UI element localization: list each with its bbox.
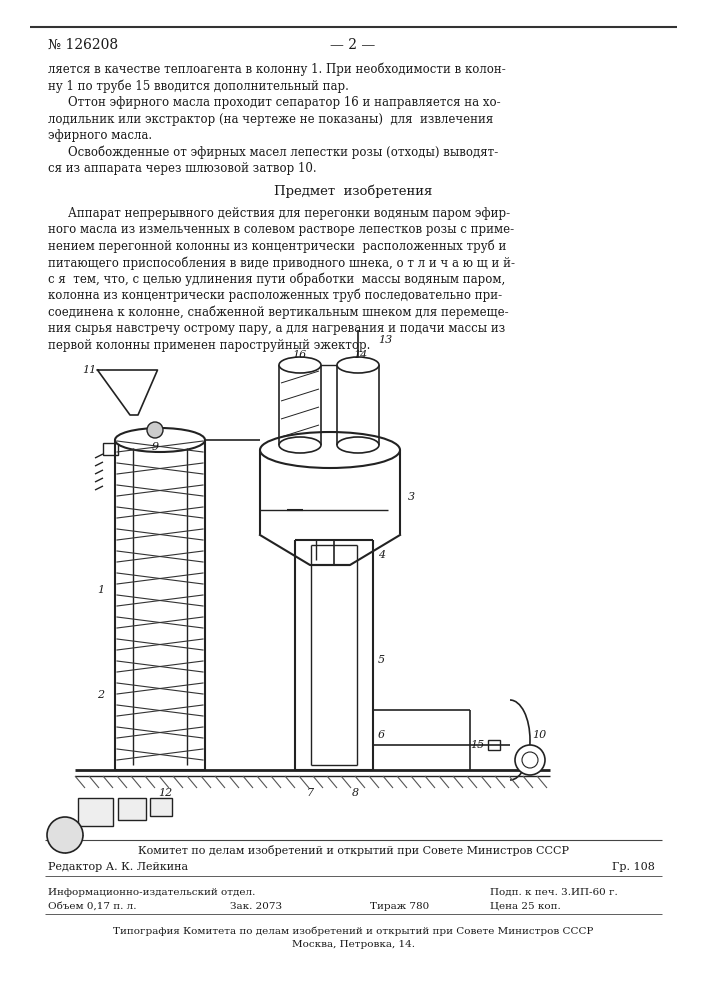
Text: 1: 1: [97, 585, 104, 595]
Bar: [118, 798, 146, 820]
Bar: [488, 740, 500, 750]
Text: 12: 12: [158, 788, 172, 798]
Text: первой колонны применен пароструйный эжектор.: первой колонны применен пароструйный эже…: [48, 338, 370, 352]
Text: Информационно-издательский отдел.: Информационно-издательский отдел.: [48, 888, 255, 897]
Text: 11: 11: [83, 365, 97, 375]
Text: нением перегонной колонны из концентрически  расположенных труб и: нением перегонной колонны из концентриче…: [48, 239, 506, 253]
Text: 15: 15: [470, 740, 484, 750]
Text: Тираж 780: Тираж 780: [370, 902, 429, 911]
Text: ния сырья навстречу острому пару, а для нагревания и подачи массы из: ния сырья навстречу острому пару, а для …: [48, 322, 506, 335]
Ellipse shape: [279, 357, 321, 373]
Ellipse shape: [115, 428, 205, 452]
Text: Комитет по делам изобретений и открытий при Совете Министров СССР: Комитет по делам изобретений и открытий …: [137, 845, 568, 856]
Circle shape: [147, 422, 163, 438]
Text: 5: 5: [378, 655, 385, 665]
Text: ляется в качестве теплоагента в колонну 1. При необходимости в колон-: ляется в качестве теплоагента в колонну …: [48, 63, 506, 77]
Text: Предмет  изобретения: Предмет изобретения: [274, 184, 432, 198]
Circle shape: [47, 817, 83, 853]
Text: Освобожденные от эфирных масел лепестки розы (отходы) выводят-: Освобожденные от эфирных масел лепестки …: [68, 145, 498, 159]
Text: Аппарат непрерывного действия для перегонки водяным паром эфир-: Аппарат непрерывного действия для перего…: [68, 207, 510, 220]
Text: колонна из концентрически расположенных труб последовательно при-: колонна из концентрически расположенных …: [48, 289, 502, 302]
Text: с я  тем, что, с целью удлинения пути обработки  массы водяным паром,: с я тем, что, с целью удлинения пути обр…: [48, 272, 506, 286]
Text: питающего приспособления в виде приводного шнека, о т л и ч а ю щ и й-: питающего приспособления в виде приводно…: [48, 256, 515, 269]
Bar: [78, 798, 113, 826]
Text: ного масла из измельченных в солевом растворе лепестков розы с приме-: ного масла из измельченных в солевом рас…: [48, 223, 514, 236]
Text: Оттон эфирного масла проходит сепаратор 16 и направляется на хо-: Оттон эфирного масла проходит сепаратор …: [68, 96, 501, 109]
Bar: [150, 798, 172, 816]
Text: 9: 9: [152, 442, 159, 452]
Text: лодильник или экстрактор (на чертеже не показаны)  для  извлечения: лодильник или экстрактор (на чертеже не …: [48, 112, 493, 125]
Text: 14: 14: [353, 350, 367, 360]
Text: 7: 7: [306, 788, 314, 798]
Text: 8: 8: [351, 788, 358, 798]
Ellipse shape: [337, 357, 379, 373]
Text: Москва, Петровка, 14.: Москва, Петровка, 14.: [291, 940, 414, 949]
Text: Подп. к печ. 3.ИП-60 г.: Подп. к печ. 3.ИП-60 г.: [490, 888, 618, 897]
Text: Гр. 108: Гр. 108: [612, 862, 655, 872]
Text: Цена 25 коп.: Цена 25 коп.: [490, 902, 561, 911]
Bar: [103, 443, 118, 455]
Text: ну 1 по трубе 15 вводится дополнительный пар.: ну 1 по трубе 15 вводится дополнительный…: [48, 80, 349, 93]
Text: Редактор А. К. Лейкина: Редактор А. К. Лейкина: [48, 862, 188, 872]
Ellipse shape: [279, 437, 321, 453]
Circle shape: [522, 752, 538, 768]
Text: эфирного масла.: эфирного масла.: [48, 129, 152, 142]
Text: 6: 6: [378, 730, 385, 740]
Text: Типография Комитета по делам изобретений и открытий при Совете Министров СССР: Типография Комитета по делам изобретений…: [113, 926, 593, 936]
Circle shape: [515, 745, 545, 775]
Text: Зак. 2073: Зак. 2073: [230, 902, 282, 911]
Text: 13: 13: [378, 335, 392, 345]
Text: 2: 2: [97, 690, 104, 700]
Ellipse shape: [260, 432, 400, 468]
Text: 4: 4: [378, 550, 385, 560]
Text: Объем 0,17 п. л.: Объем 0,17 п. л.: [48, 902, 136, 911]
Text: № 126208: № 126208: [48, 38, 118, 52]
Text: 16: 16: [292, 350, 306, 360]
Ellipse shape: [337, 437, 379, 453]
Text: ся из аппарата через шлюзовой затвор 10.: ся из аппарата через шлюзовой затвор 10.: [48, 162, 317, 175]
Polygon shape: [98, 370, 158, 415]
Text: 10: 10: [532, 730, 547, 740]
Text: — 2 —: — 2 —: [330, 38, 375, 52]
Text: 3: 3: [408, 492, 415, 502]
Text: соединена к колонне, снабженной вертикальным шнеком для перемеще-: соединена к колонне, снабженной вертикал…: [48, 306, 508, 319]
Polygon shape: [260, 535, 400, 565]
